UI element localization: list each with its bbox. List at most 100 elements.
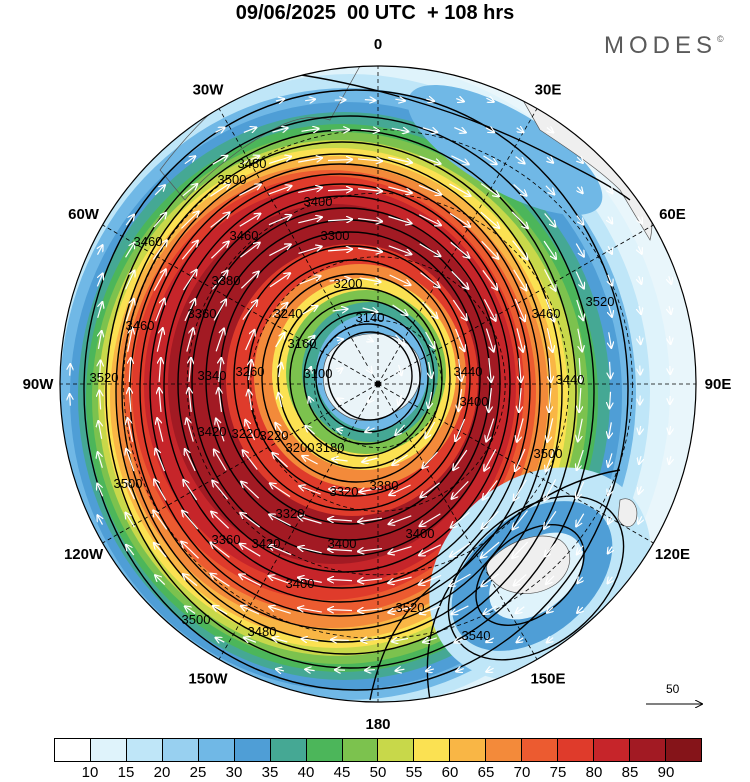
wind-vector [328, 609, 353, 610]
south-america [159, 66, 361, 201]
wind-vector [181, 542, 200, 559]
wind-vector [184, 156, 195, 165]
colorbar-ticks: 10 15 20 25 30 35 40 45 50 55 60 65 70 75 80 85 90 [54, 764, 702, 782]
wind-vector [298, 547, 322, 554]
longitude-labels: 0 30E 60E 90E 120E 150E 180 150W 120W 90W 60W 30W [23, 36, 732, 733]
colorbar-tick-60: 60 [441, 764, 459, 781]
wind-vector [543, 269, 555, 290]
contour-label-3200: 3200 [286, 440, 315, 455]
wind-vector [239, 185, 260, 197]
lon-label-60w: 60W [68, 206, 100, 223]
lon-label-90w: 90W [23, 376, 55, 393]
wind-vector [302, 639, 319, 642]
wind-vector [298, 188, 322, 194]
wind-vector [210, 213, 230, 228]
wind-vector [337, 339, 343, 340]
wind-vector [127, 328, 133, 352]
wind-vector [517, 128, 524, 132]
copyright-mark: © [717, 34, 724, 44]
wind-vector [305, 426, 315, 435]
wind-vector [639, 305, 641, 314]
wind-vector [98, 421, 101, 439]
colorbar-tick-65: 65 [477, 764, 495, 781]
wind-vector [213, 300, 226, 321]
wind-vector [425, 421, 436, 438]
wind-vector [337, 398, 342, 401]
wind-vector [420, 513, 441, 526]
contour-label-3460: 3460 [230, 228, 259, 243]
wind-vector [388, 606, 412, 612]
wind-vector [329, 279, 351, 281]
wind-vector [459, 358, 462, 381]
wind-vector [451, 155, 468, 164]
wind-vector [517, 638, 524, 642]
wind-vector [125, 271, 135, 290]
wind-vector [368, 398, 372, 403]
wind-vector [483, 480, 498, 499]
wind-vector [278, 393, 281, 408]
contour-label-3460: 3460 [532, 306, 561, 321]
wind-vector [245, 330, 255, 351]
wind-vector [483, 299, 495, 320]
wind-vector [327, 159, 352, 160]
wind-vector [609, 391, 610, 408]
new-zealand [617, 498, 638, 527]
wind-vector [577, 607, 583, 613]
colorbar-segment [270, 739, 307, 761]
contour-3240 [261, 273, 451, 483]
wind-vector [358, 219, 382, 222]
wind-vector [272, 303, 288, 318]
wind-vector [388, 245, 411, 254]
wind-vector [298, 217, 321, 224]
wind-vector [126, 513, 135, 528]
lon-label-150e: 150E [530, 670, 565, 687]
wind-vector [455, 328, 465, 351]
wind-vector [480, 183, 499, 197]
lon-label-30w: 30W [193, 82, 225, 99]
wind-vector [608, 274, 612, 286]
wind-vector [211, 512, 230, 529]
colorbar-tick-15: 15 [117, 764, 135, 781]
colorbar-tick-10: 10 [81, 764, 99, 781]
wind-vector [511, 211, 528, 228]
contour-label-3520: 3520 [90, 370, 119, 385]
wind-vector [184, 299, 195, 322]
contour-label-3220: 3220 [260, 428, 289, 443]
wind-vector [638, 246, 641, 253]
wind-vector [482, 510, 499, 528]
contour-label-3460: 3460 [126, 318, 155, 333]
wind-vector [331, 130, 349, 131]
colorbar-tick-75: 75 [549, 764, 567, 781]
wind-vector [639, 425, 640, 434]
contour-label-3400: 3400 [304, 194, 333, 209]
contour-label-3360: 3360 [212, 532, 241, 547]
wind-vector [575, 243, 584, 257]
wind-vector [451, 511, 470, 527]
wind-vector [483, 155, 496, 164]
wind-vector [543, 240, 556, 259]
contour-3500-trough [369, 579, 441, 701]
wind-vector [577, 157, 583, 163]
wind-vector [269, 545, 292, 556]
meridian-120e [377, 383, 654, 544]
wind-vector [608, 484, 612, 495]
wind-vector [125, 243, 135, 258]
wind-vector [486, 98, 493, 102]
wind-vector [362, 458, 378, 462]
wind-vector [549, 357, 551, 382]
wind-vector [515, 448, 526, 471]
band-north-25 [407, 85, 603, 215]
wind-vector [396, 669, 405, 671]
wind-vector [212, 481, 229, 500]
wind-vector [240, 513, 261, 528]
wind-vector [129, 358, 131, 383]
wind-vector [638, 216, 642, 224]
contour-label-3400: 3400 [328, 536, 357, 551]
wind-vector [186, 328, 193, 352]
wind-vector [70, 394, 71, 406]
wind-vector [608, 577, 613, 583]
wind-vector [299, 486, 321, 495]
wind-vector [576, 481, 585, 499]
wind-vector [419, 155, 441, 163]
wind-vector [481, 240, 499, 258]
